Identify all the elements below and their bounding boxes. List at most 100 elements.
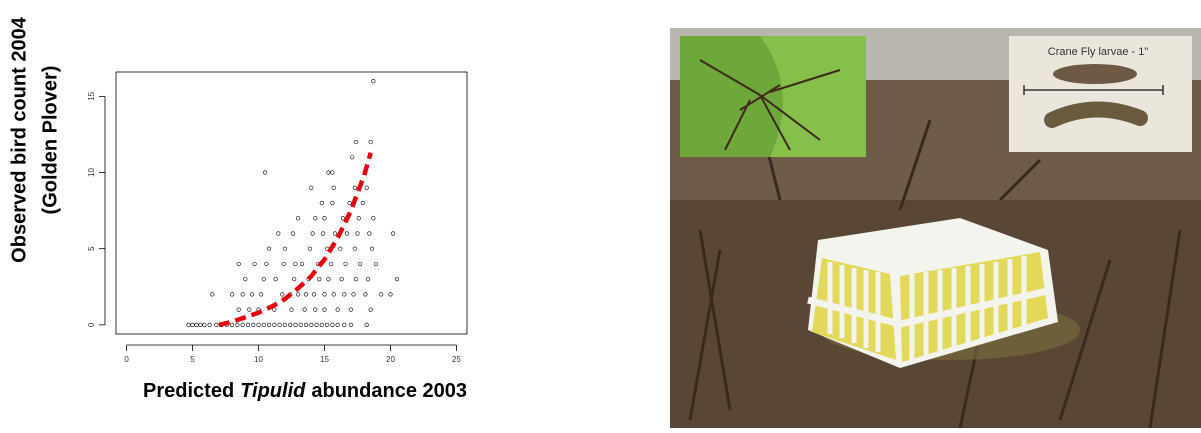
point [315,323,319,327]
point [353,247,357,251]
point [352,293,356,297]
point [237,262,241,266]
point [344,262,348,266]
point [342,323,346,327]
point [321,232,325,236]
point [370,247,374,251]
page: Crane Fly larvae - 1" 0510150510152025Ob… [0,0,1201,433]
point [331,323,335,327]
point [331,201,335,205]
point [247,308,251,312]
point [274,277,278,281]
point [267,323,271,327]
y-axis-title: Observed bird count 2004 [8,16,30,263]
point [262,323,266,327]
point [253,262,257,266]
point [339,247,343,251]
point [331,171,335,175]
point [323,293,327,297]
point [374,262,378,266]
point [379,293,383,297]
point [349,308,353,312]
point [259,293,263,297]
fit-curve [219,153,371,325]
y-tick-label: 10 [87,168,96,177]
point [369,308,373,312]
larva [1053,64,1137,84]
x-axis-title-part: Predicted [143,380,234,402]
y-axis-title: (Golden Plover) [39,66,61,215]
point [288,323,292,327]
plot-box [116,72,467,334]
point [317,277,321,281]
point [296,216,300,220]
point [329,262,333,266]
slide: Crane Fly larvae - 1" 0510150510152025Ob… [0,0,1201,428]
point [299,323,303,327]
point [282,262,286,266]
point [208,323,212,327]
point [332,293,336,297]
point [358,262,362,266]
point [361,201,365,205]
point [309,323,313,327]
point [350,156,354,160]
point [325,323,329,327]
point [283,323,287,327]
point [332,186,336,190]
point [369,140,373,144]
x-tick-label: 10 [254,355,263,364]
y-tick-label: 15 [87,91,96,100]
x-tick-label: 5 [190,355,195,364]
y-tick-label: 5 [87,246,96,251]
point [237,308,241,312]
point [187,323,191,327]
point [250,293,254,297]
point [191,323,195,327]
point [265,262,269,266]
point [263,171,267,175]
point [292,277,296,281]
point [278,323,282,327]
point [290,308,294,312]
point [320,323,324,327]
point [348,201,352,205]
point [323,308,327,312]
point [340,277,344,281]
point [353,186,357,190]
point [313,216,317,220]
point [296,293,300,297]
x-axis-title-part: Tipulid [240,380,306,402]
point [372,216,376,220]
point [323,216,327,220]
point [357,216,361,220]
point [320,201,324,205]
point [214,323,218,327]
point [203,323,207,327]
point [244,277,248,281]
y-tick-label: 0 [87,322,96,327]
point [230,293,234,297]
point [294,323,298,327]
point [312,293,316,297]
x-axis-title-part: abundance 2003 [311,380,467,402]
point [372,79,376,83]
point [354,140,358,144]
point [241,293,245,297]
photo: Crane Fly larvae - 1" [670,28,1201,428]
point [280,293,284,297]
x-tick-label: 25 [452,355,461,364]
point [389,293,393,297]
point [345,232,349,236]
point [230,323,234,327]
point [308,247,312,251]
point [283,247,287,251]
point [336,323,340,327]
point [327,171,331,175]
point [333,232,337,236]
point [241,323,245,327]
point [311,232,315,236]
point [294,262,298,266]
point [277,232,281,236]
